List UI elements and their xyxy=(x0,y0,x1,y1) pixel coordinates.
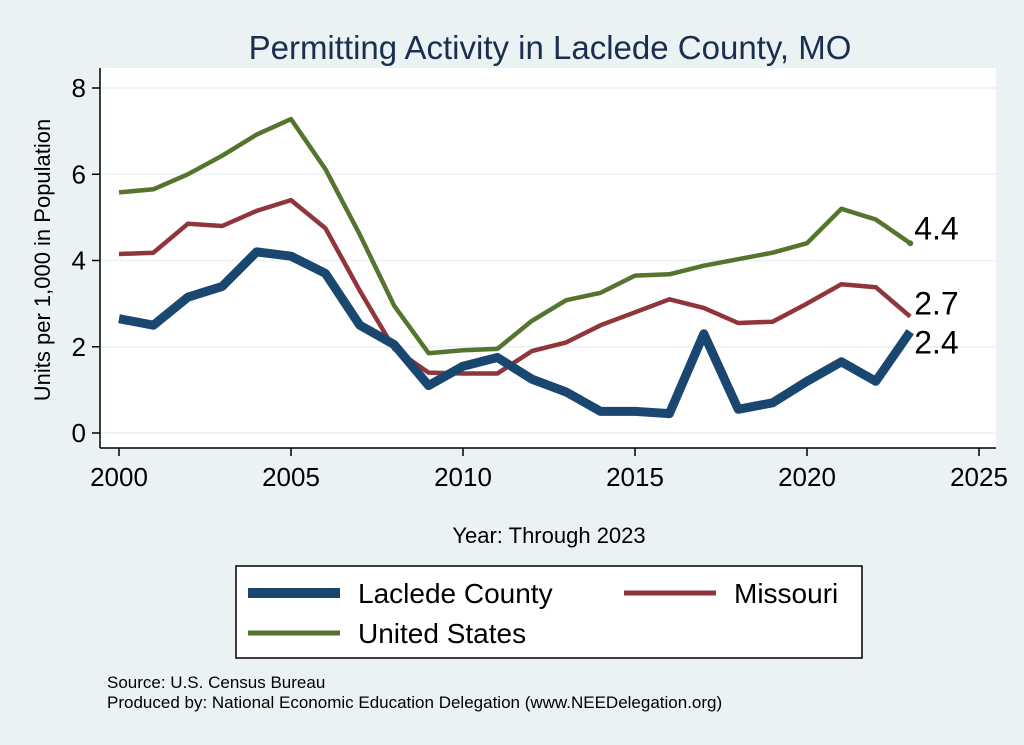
end-label-laclede-county: 2.4 xyxy=(914,325,958,361)
y-tick-label: 4 xyxy=(72,246,86,276)
legend-label: Laclede County xyxy=(358,578,553,609)
x-tick-label: 2000 xyxy=(90,462,148,492)
plot-area xyxy=(100,68,996,448)
x-axis-label: Year: Through 2023 xyxy=(452,523,645,548)
series-end-point xyxy=(907,240,914,247)
series-line-laclede-county xyxy=(118,247,914,419)
x-tick-label: 2020 xyxy=(778,462,836,492)
x-tick-label: 2005 xyxy=(262,462,320,492)
produced-by-note: Produced by: National Economic Education… xyxy=(107,693,722,712)
y-tick-label: 8 xyxy=(72,73,86,103)
x-tick-label: 2025 xyxy=(950,462,1008,492)
end-label-missouri: 2.7 xyxy=(914,286,958,322)
x-tick-label: 2015 xyxy=(606,462,664,492)
end-labels: 2.42.7 4.4 xyxy=(914,210,958,360)
y-tick-label: 0 xyxy=(72,418,86,448)
legend-items: Laclede County Missouri United States xyxy=(248,578,838,649)
legend-label: Missouri xyxy=(734,578,838,609)
y-axis-label: Units per 1,000 in Population xyxy=(30,119,55,402)
end-label-united-states: 4.4 xyxy=(914,210,958,246)
series-lines xyxy=(118,116,914,419)
axes: 0 2 4 6 8 2000 2005 2010 2015 2020 2025 xyxy=(72,68,1008,492)
series-line-united-states xyxy=(118,116,912,356)
y-tick-label: 2 xyxy=(72,332,86,362)
chart-title: Permitting Activity in Laclede County, M… xyxy=(249,29,852,66)
legend-label: United States xyxy=(358,618,526,649)
legend xyxy=(235,565,863,659)
y-tick-label: 6 xyxy=(72,159,86,189)
source-note: Source: U.S. Census Bureau xyxy=(107,673,325,692)
x-tick-label: 2010 xyxy=(434,462,492,492)
series-line-missouri xyxy=(118,197,912,376)
